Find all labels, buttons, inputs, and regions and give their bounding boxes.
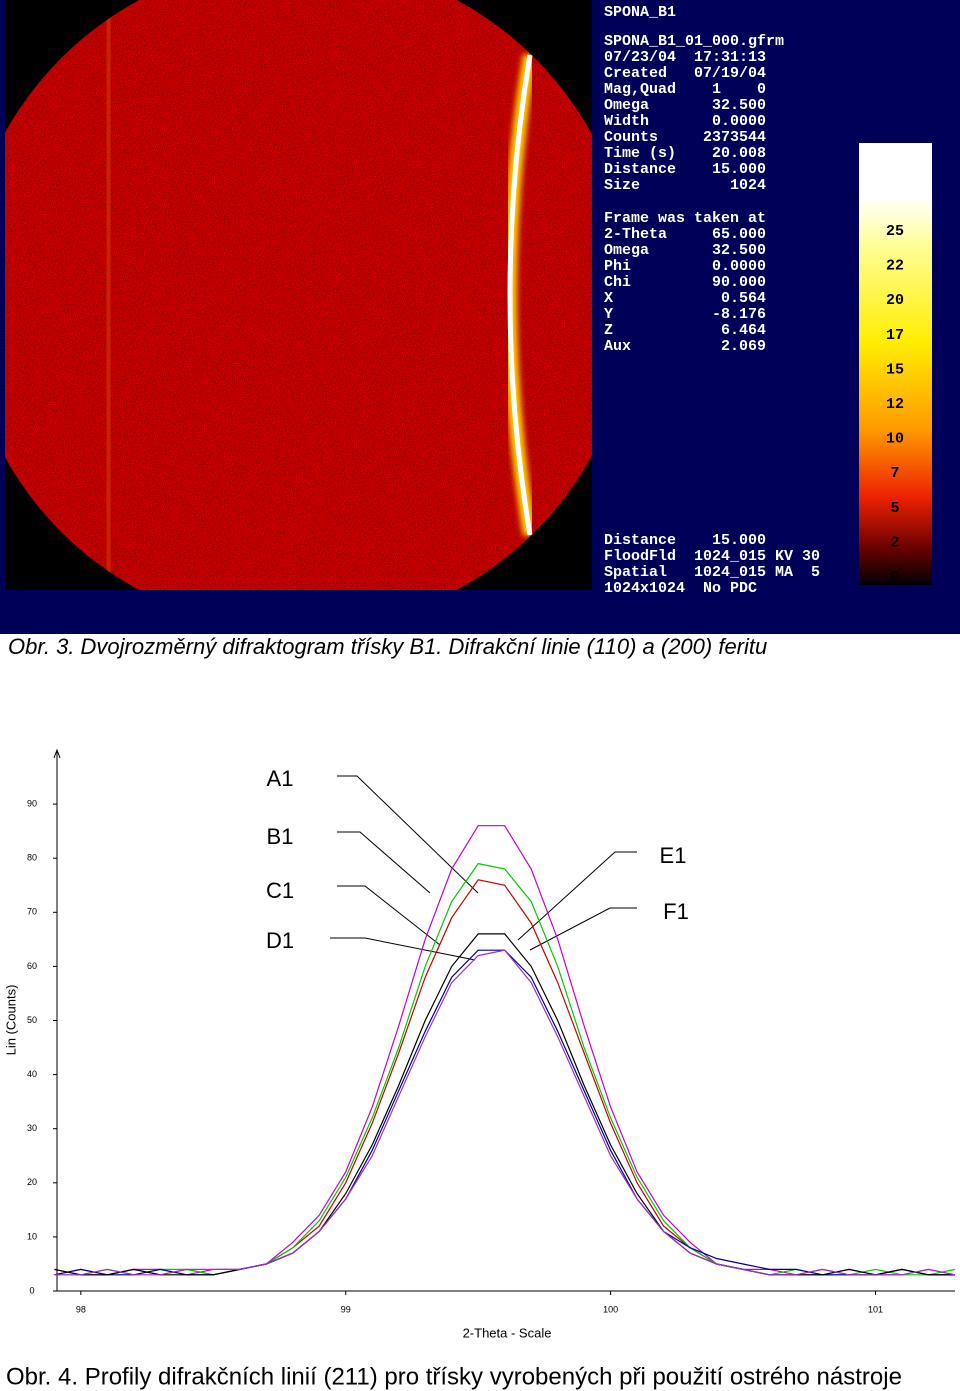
- panel-line: Omega 32.500: [604, 97, 766, 114]
- series-label: B1: [267, 824, 294, 849]
- panel-line: SPONA_B1: [604, 4, 676, 21]
- y-axis-title: Lin (Counts): [3, 985, 18, 1056]
- y-tick-label: 10: [27, 1231, 37, 1241]
- series-label: E1: [660, 843, 687, 868]
- series-label: F1: [663, 899, 689, 924]
- series-label: D1: [266, 928, 294, 953]
- series-line: [54, 933, 955, 1276]
- scale-label: 12: [886, 396, 904, 413]
- leader-lines: [330, 775, 637, 961]
- panel-line: Aux 2.069: [604, 338, 766, 355]
- y-tick-label: 30: [27, 1123, 37, 1133]
- panel-line: Time (s) 20.008: [604, 145, 766, 162]
- series-line: [54, 949, 955, 1276]
- panel-line: Distance 15.000: [604, 532, 766, 549]
- panel-line: Created 07/19/04: [604, 65, 766, 82]
- scale-label: 0: [890, 569, 899, 586]
- panel-line: Chi 90.000: [604, 274, 766, 291]
- scale-label: 15: [886, 361, 904, 378]
- panel-line: X 0.564: [604, 290, 766, 307]
- y-tick-label: 80: [27, 853, 37, 863]
- caption: Obr. 3. Dvojrozměrný difraktogram třísky…: [8, 634, 767, 659]
- panel-line: Phi 0.0000: [604, 258, 766, 275]
- scale-label: 10: [886, 431, 904, 448]
- axis-arrow: [53, 748, 61, 759]
- scale-label: 17: [886, 327, 904, 344]
- y-tick-label: 20: [27, 1177, 37, 1187]
- series-line: [54, 949, 956, 1276]
- x-tick-label: 100: [603, 1304, 618, 1314]
- x-tick-label: 98: [76, 1304, 86, 1314]
- scale-label: 5: [890, 500, 899, 517]
- panel-line: Spatial 1024_015 MA 5: [604, 564, 820, 581]
- scale-label: 7: [890, 465, 899, 482]
- panel-line: Y -8.176: [604, 306, 766, 323]
- panel-line: Distance 15.000: [604, 161, 766, 178]
- series-line: [54, 862, 956, 1276]
- series-label: A1: [267, 766, 294, 791]
- y-tick-label: 0: [29, 1285, 34, 1295]
- series-label: C1: [266, 878, 294, 903]
- panel-line: 07/23/04 17:31:13: [604, 49, 766, 66]
- panel-line: Width 0.0000: [604, 113, 766, 130]
- panel-line: Z 6.464: [604, 322, 766, 339]
- scale-label: 25: [886, 223, 904, 240]
- panel-line: SPONA_B1_01_000.gfrm: [604, 33, 784, 50]
- panel-line: 1024x1024 No PDC: [604, 580, 757, 597]
- panel-line: FloodFld 1024_015 KV 30: [604, 548, 820, 565]
- color-scale: [859, 143, 932, 585]
- series-line: [54, 879, 955, 1276]
- y-tick-label: 50: [27, 1015, 37, 1025]
- y-tick-label: 90: [27, 798, 37, 808]
- scale-label: 2: [890, 534, 899, 551]
- panel-line: 2-Theta 65.000: [604, 226, 766, 243]
- y-tick-label: 70: [27, 907, 37, 917]
- y-tick-label: 60: [27, 961, 37, 971]
- y-tick-label: 40: [27, 1069, 37, 1079]
- panel-line: Omega 32.500: [604, 242, 766, 259]
- scale-label: 22: [886, 258, 904, 275]
- detector-image: [5, 0, 592, 591]
- panel-line: Size 1024: [604, 177, 766, 194]
- series-line: [54, 825, 956, 1276]
- caption: Obr. 4. Profily difrakčních linií (211) …: [6, 1363, 902, 1390]
- x-tick-label: 101: [868, 1304, 883, 1314]
- x-axis-title: 2-Theta - Scale: [463, 1325, 552, 1340]
- panel-line: Frame was taken at: [604, 210, 766, 227]
- x-tick-label: 99: [341, 1304, 351, 1314]
- scale-label: 20: [886, 292, 904, 309]
- panel-line: Mag,Quad 1 0: [604, 81, 766, 98]
- panel-line: Counts 2373544: [604, 129, 766, 146]
